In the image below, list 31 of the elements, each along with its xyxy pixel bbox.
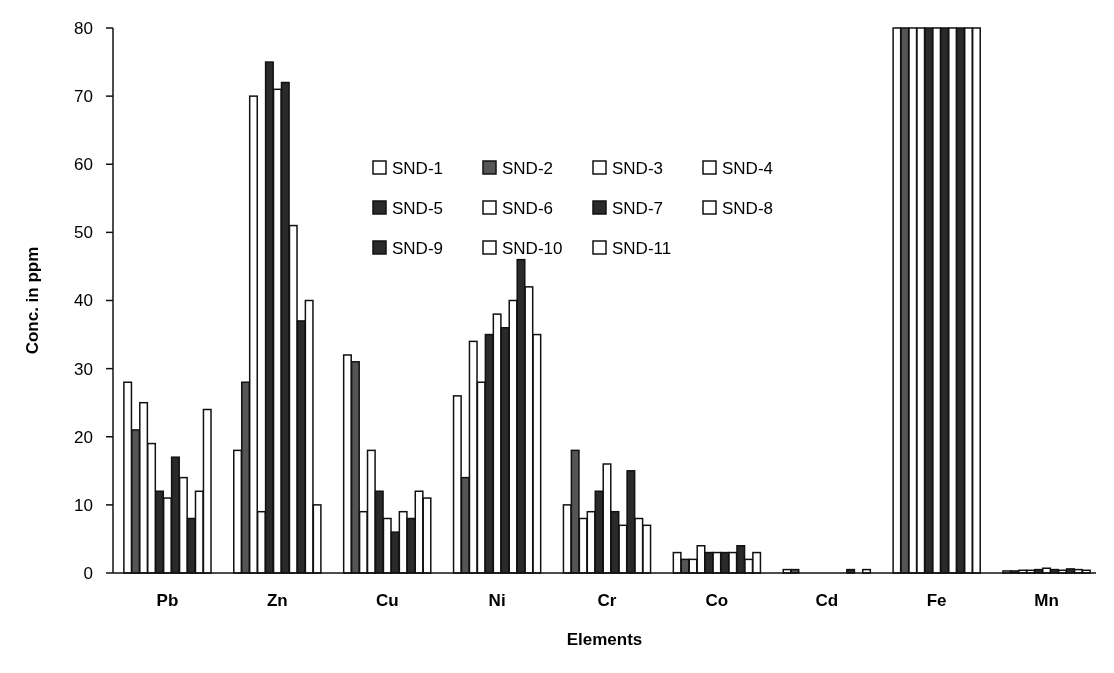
legend-label: SND-5 [392, 198, 444, 218]
x-tick-label: Cd [815, 591, 839, 610]
y-tick-label: 50 [74, 223, 93, 243]
legend-label: SND-9 [392, 238, 444, 258]
legend-label: SND-4 [722, 158, 774, 178]
y-tick-label: 30 [74, 359, 93, 379]
x-tick-label: Fe [926, 591, 947, 610]
y-tick-label: 60 [74, 155, 93, 175]
x-tick-label: Cr [597, 591, 617, 610]
legend-label: SND-11 [612, 238, 672, 258]
y-tick-label: 0 [83, 563, 93, 583]
legend-label: SND-7 [612, 198, 664, 218]
x-tick-label: Pb [156, 591, 179, 610]
legend-label: SND-3 [612, 158, 664, 178]
x-tick-label: Ni [488, 591, 506, 610]
x-tick-label: Mn [1034, 591, 1059, 610]
y-axis-title: Conc. in ppm [23, 246, 42, 355]
legend-label: SND-6 [502, 198, 554, 218]
legend-label: SND-1 [392, 158, 444, 178]
legend-label: SND-10 [502, 238, 563, 258]
y-tick-label: 20 [74, 427, 93, 447]
y-tick-label: 10 [74, 495, 93, 515]
x-tick-label: Co [705, 591, 729, 610]
x-axis-title: Elements [566, 630, 643, 649]
legend-label: SND-8 [722, 198, 774, 218]
y-tick-label: 80 [74, 18, 93, 38]
legend-label: SND-2 [502, 158, 554, 178]
y-tick-label: 70 [74, 87, 93, 107]
y-tick-label: 40 [74, 291, 93, 311]
x-tick-label: Zn [266, 591, 288, 610]
x-tick-label: Cu [375, 591, 399, 610]
